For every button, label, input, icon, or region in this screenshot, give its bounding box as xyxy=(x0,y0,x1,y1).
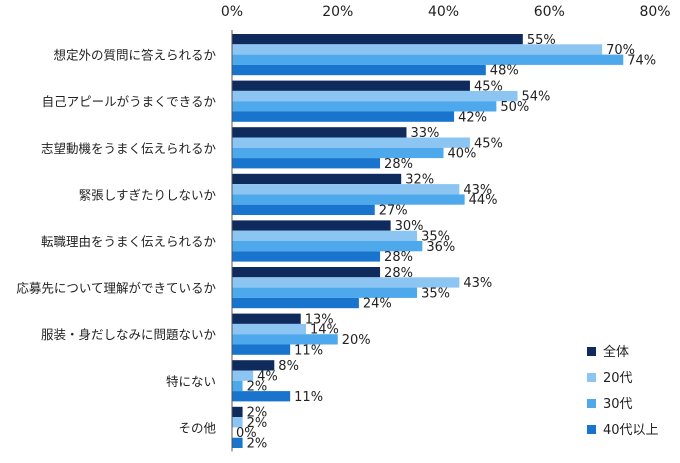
category-label: 想定外の質問に答えられるか xyxy=(53,48,216,63)
data-label: 40% xyxy=(448,147,477,162)
x-tick-label: 40% xyxy=(428,4,459,20)
bar xyxy=(232,230,418,241)
legend-label: 40代以上 xyxy=(603,423,659,438)
data-label: 35% xyxy=(421,286,450,301)
data-label: 28% xyxy=(384,250,413,265)
data-label: 43% xyxy=(463,183,492,198)
data-label: 36% xyxy=(426,240,455,255)
bar xyxy=(232,127,407,138)
bar xyxy=(232,313,301,324)
bar xyxy=(232,417,243,428)
bar xyxy=(232,101,497,112)
data-label: 11% xyxy=(294,343,323,358)
bar xyxy=(232,380,243,392)
x-tick-label: 80% xyxy=(639,4,670,20)
x-tick-label: 0% xyxy=(221,4,243,20)
x-tick-label: 20% xyxy=(322,4,353,20)
bar xyxy=(232,111,455,122)
data-label: 28% xyxy=(384,157,413,172)
data-label: 4% xyxy=(257,369,278,384)
data-label: 35% xyxy=(421,230,450,245)
category-label: 緊張しすぎたりしないか xyxy=(79,187,217,202)
bar xyxy=(232,406,243,418)
data-label: 2% xyxy=(247,380,268,395)
category-label: 応募先について理解ができているか xyxy=(16,281,216,296)
data-label: 48% xyxy=(490,64,519,79)
data-label: 20% xyxy=(342,333,371,348)
bar xyxy=(232,54,624,65)
bar xyxy=(232,277,460,288)
bar xyxy=(232,137,470,148)
bar xyxy=(232,90,518,102)
data-label: 2% xyxy=(247,416,268,431)
data-label: 13% xyxy=(305,312,334,327)
legend-label: 30代 xyxy=(603,397,633,412)
legend-swatch xyxy=(587,347,596,356)
data-label: 45% xyxy=(474,136,503,151)
data-label: 44% xyxy=(469,193,498,208)
bar xyxy=(232,287,418,298)
bar xyxy=(232,391,291,402)
category-label: 服装・身だしなみに問題ないか xyxy=(41,327,217,342)
bar xyxy=(232,44,603,55)
data-label: 42% xyxy=(458,110,487,125)
data-label: 27% xyxy=(379,204,408,219)
legend-swatch xyxy=(587,425,596,434)
bar xyxy=(232,147,444,159)
data-label: 24% xyxy=(363,297,392,312)
bar xyxy=(232,323,307,335)
x-tick-label: 60% xyxy=(534,4,565,20)
bar xyxy=(232,370,254,381)
category-label: その他 xyxy=(178,420,216,435)
data-label: 54% xyxy=(522,90,551,105)
legend-swatch xyxy=(587,399,596,408)
data-label: 28% xyxy=(384,266,413,281)
category-label: 自己アピールがうまくできるか xyxy=(42,94,217,109)
data-label: 8% xyxy=(278,359,299,374)
bar xyxy=(232,34,523,45)
bar xyxy=(232,267,381,278)
legend-label: 20代 xyxy=(603,371,633,386)
data-label: 14% xyxy=(310,323,339,338)
value-labels: 55%70%74%48%45%54%50%42%33%45%40%28%32%4… xyxy=(236,33,656,452)
bar xyxy=(232,64,486,76)
data-label: 11% xyxy=(294,390,323,405)
bar xyxy=(232,437,243,448)
data-label: 2% xyxy=(247,406,268,421)
bar xyxy=(232,194,465,205)
data-label: 50% xyxy=(500,100,529,115)
bar xyxy=(232,80,470,91)
category-label: 志望動機をうまく伝えられるか xyxy=(41,141,217,156)
data-label: 33% xyxy=(410,126,439,141)
bar xyxy=(232,251,381,262)
bar xyxy=(232,241,423,252)
category-label: 特にない xyxy=(166,374,216,389)
data-label: 32% xyxy=(405,173,434,188)
bar xyxy=(232,158,381,169)
data-label: 30% xyxy=(395,219,424,234)
bar xyxy=(232,297,359,309)
legend-swatch xyxy=(587,373,596,382)
bar xyxy=(232,184,460,195)
category-label: 転職理由をうまく伝えられるか xyxy=(41,234,217,249)
bars xyxy=(232,34,624,448)
bar xyxy=(232,220,391,231)
data-label: 45% xyxy=(474,79,503,94)
bar xyxy=(232,173,402,185)
bar xyxy=(232,360,275,371)
category-labels: 想定外の質問に答えられるか自己アピールがうまくできるか志望動機をうまく伝えられる… xyxy=(16,48,216,436)
data-label: 74% xyxy=(627,53,656,68)
legend: 全体 20代 30代 40代以上 xyxy=(587,344,659,438)
data-label: 55% xyxy=(527,33,556,48)
bar xyxy=(232,334,338,345)
data-label: 70% xyxy=(606,43,635,58)
bar xyxy=(232,204,375,215)
data-label: 43% xyxy=(463,276,492,291)
x-axis-ticks: 0% 20% 40% 60% 80% xyxy=(221,4,671,20)
bar xyxy=(232,344,291,355)
legend-label: 全体 xyxy=(603,344,629,360)
data-label: 0% xyxy=(236,426,257,441)
data-label: 2% xyxy=(247,437,268,452)
